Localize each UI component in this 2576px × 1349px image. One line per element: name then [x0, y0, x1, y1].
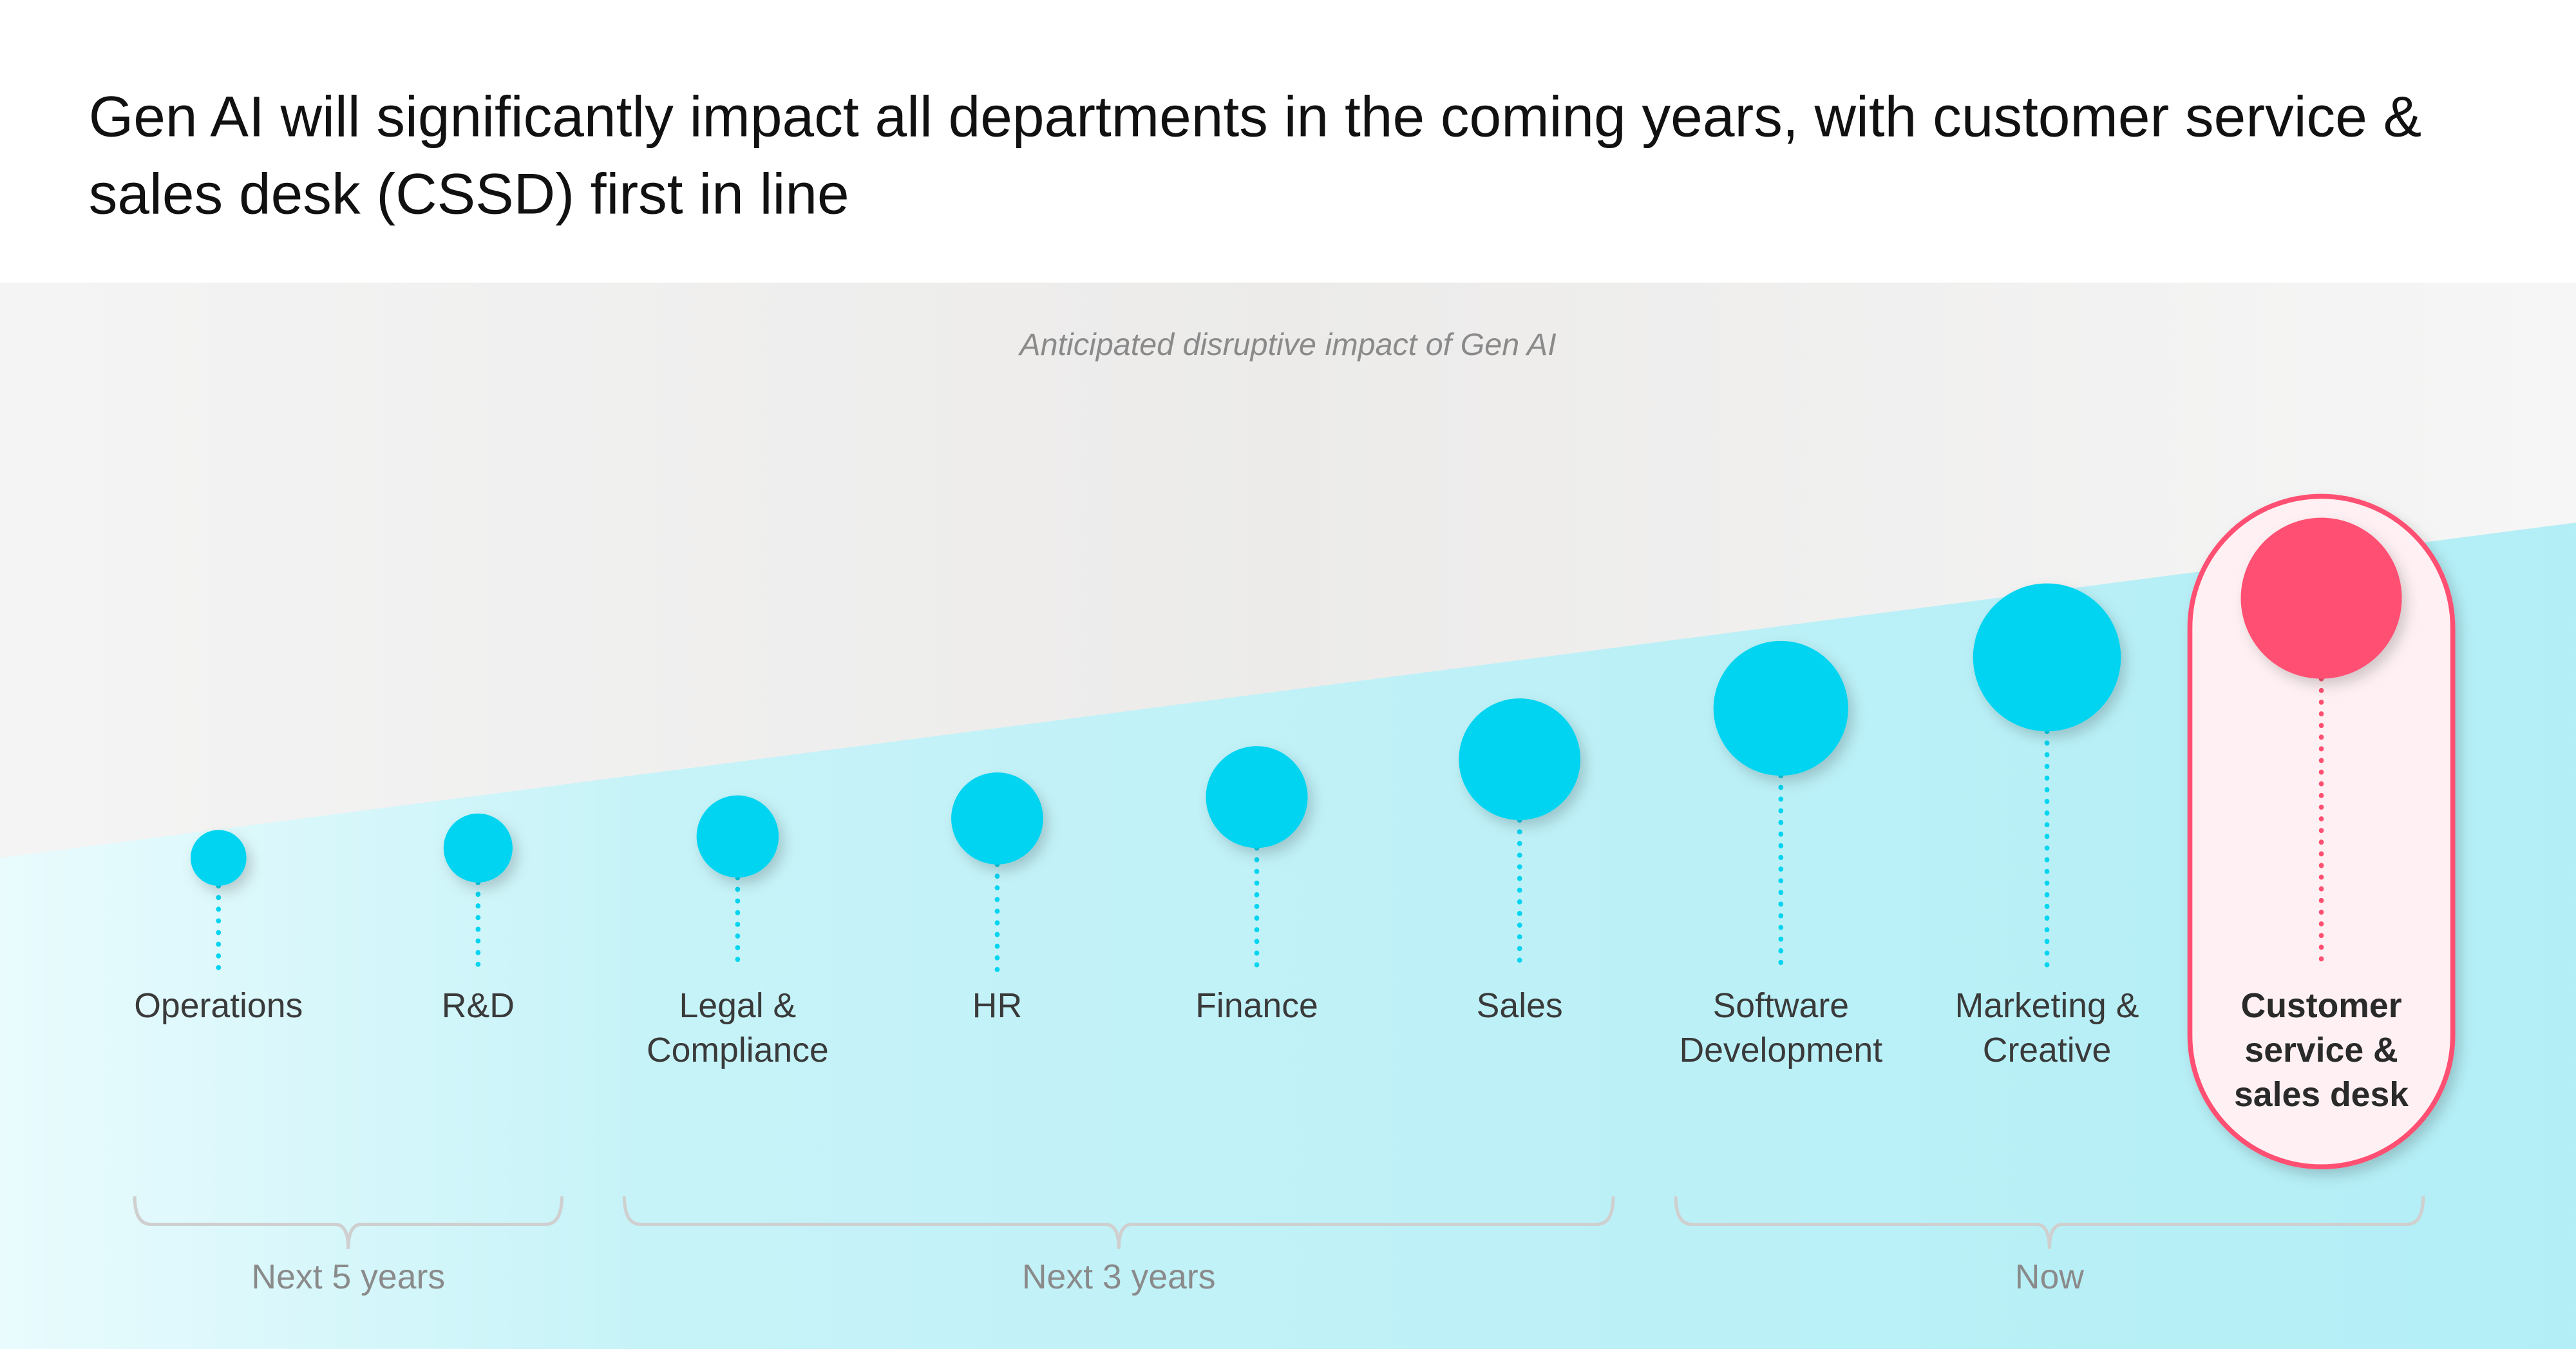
- impact-bubble: [190, 830, 247, 886]
- period-label: Next 3 years: [1021, 1259, 1216, 1297]
- period-label: Now: [2014, 1259, 2084, 1297]
- department-label-line: Finance: [1195, 988, 1318, 1026]
- impact-bubble: [1206, 746, 1308, 848]
- department-label: Marketing & Creative: [1899, 984, 2195, 1073]
- department-label-line: service &: [2244, 1032, 2398, 1070]
- department-label-line: Compliance: [646, 1032, 829, 1070]
- diagram-subtitle: Anticipated disruptive impact of Gen AI: [1019, 329, 1557, 363]
- department-label: R&D: [330, 984, 626, 1029]
- impact-wedge: [0, 522, 2576, 1349]
- period-bracket: [622, 1196, 1615, 1249]
- department-label: Customer service & sales desk: [2174, 984, 2469, 1118]
- department-label-line: R&D: [441, 988, 515, 1026]
- department-label-line: Marketing &: [1955, 988, 2139, 1026]
- department-label: Sales: [1372, 984, 1667, 1029]
- department-label-line: sales desk: [2234, 1076, 2409, 1115]
- department-label: Finance: [1109, 984, 1405, 1029]
- department-label-line: Legal &: [679, 988, 797, 1026]
- department-label: Legal & Compliance: [590, 984, 886, 1073]
- department-label-line: Development: [1679, 1032, 1883, 1070]
- impact-bubble: [1713, 640, 1848, 776]
- department-label-line: HR: [972, 988, 1023, 1026]
- department-label-line: Customer: [2240, 988, 2402, 1026]
- impact-bubble: [1973, 583, 2121, 732]
- impact-bubble: [696, 795, 779, 878]
- impact-bubble: [2240, 517, 2402, 679]
- department-label: Operations: [71, 984, 366, 1029]
- department-label-line: Sales: [1476, 988, 1563, 1026]
- department-label-line: Software: [1712, 988, 1849, 1026]
- period-label: Next 5 years: [251, 1259, 446, 1297]
- department-label-line: Operations: [134, 988, 303, 1026]
- impact-bubble: [1459, 698, 1581, 820]
- impact-bubble: [951, 772, 1043, 865]
- impact-bubble: [443, 813, 513, 883]
- department-label: HR: [849, 984, 1145, 1029]
- period-bracket: [133, 1196, 564, 1249]
- department-label-line: Creative: [1982, 1032, 2112, 1070]
- page-title: Gen AI will significantly impact all dep…: [88, 85, 2422, 227]
- period-bracket: [1674, 1196, 2425, 1249]
- department-label: Software Development: [1633, 984, 1929, 1073]
